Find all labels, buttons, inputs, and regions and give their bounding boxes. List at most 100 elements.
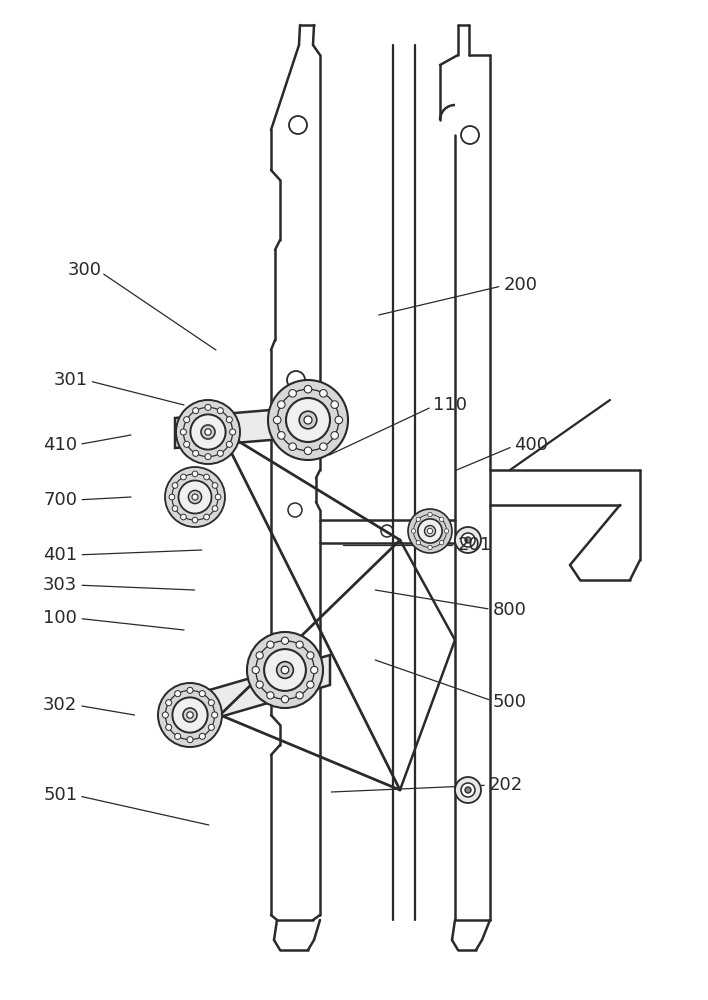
Text: 401: 401 bbox=[43, 546, 77, 564]
Circle shape bbox=[204, 474, 210, 480]
Circle shape bbox=[335, 416, 343, 424]
Circle shape bbox=[175, 691, 181, 697]
Circle shape bbox=[181, 429, 186, 435]
Text: 202: 202 bbox=[489, 776, 523, 794]
Text: 700: 700 bbox=[43, 491, 77, 509]
Circle shape bbox=[217, 408, 223, 414]
Circle shape bbox=[278, 432, 285, 439]
Circle shape bbox=[192, 471, 198, 477]
Circle shape bbox=[181, 474, 186, 480]
Circle shape bbox=[187, 712, 193, 718]
Circle shape bbox=[256, 681, 263, 688]
Circle shape bbox=[267, 692, 274, 699]
Circle shape bbox=[193, 450, 199, 456]
Polygon shape bbox=[175, 405, 330, 448]
Text: 201: 201 bbox=[457, 536, 491, 554]
Circle shape bbox=[264, 649, 306, 691]
Circle shape bbox=[201, 425, 215, 439]
Circle shape bbox=[428, 545, 432, 550]
Circle shape bbox=[267, 641, 274, 648]
Circle shape bbox=[165, 467, 225, 527]
Circle shape bbox=[268, 380, 348, 460]
Circle shape bbox=[319, 390, 327, 397]
Circle shape bbox=[183, 708, 197, 722]
Circle shape bbox=[411, 529, 416, 533]
Circle shape bbox=[208, 700, 215, 706]
Circle shape bbox=[299, 411, 316, 429]
Circle shape bbox=[187, 737, 193, 743]
Circle shape bbox=[277, 662, 293, 678]
Circle shape bbox=[416, 517, 421, 522]
Circle shape bbox=[331, 432, 338, 439]
Circle shape bbox=[212, 506, 218, 511]
Text: 302: 302 bbox=[43, 696, 77, 714]
Circle shape bbox=[425, 526, 435, 536]
Circle shape bbox=[212, 712, 217, 718]
Circle shape bbox=[455, 527, 481, 553]
Circle shape bbox=[176, 400, 240, 464]
Circle shape bbox=[465, 537, 471, 543]
Circle shape bbox=[217, 450, 223, 456]
Circle shape bbox=[455, 777, 481, 803]
Circle shape bbox=[204, 514, 210, 520]
Circle shape bbox=[319, 443, 327, 450]
Circle shape bbox=[252, 666, 259, 674]
Circle shape bbox=[205, 429, 211, 435]
Circle shape bbox=[307, 681, 314, 688]
Circle shape bbox=[172, 506, 178, 511]
Circle shape bbox=[440, 517, 444, 522]
Circle shape bbox=[162, 712, 169, 718]
Text: 303: 303 bbox=[43, 576, 77, 594]
Circle shape bbox=[169, 494, 175, 500]
Circle shape bbox=[205, 454, 211, 460]
Circle shape bbox=[183, 441, 190, 447]
Circle shape bbox=[187, 687, 193, 693]
Circle shape bbox=[304, 385, 312, 393]
Text: 110: 110 bbox=[433, 396, 467, 414]
Circle shape bbox=[461, 533, 475, 547]
Circle shape bbox=[172, 483, 178, 488]
Circle shape bbox=[158, 683, 222, 747]
Circle shape bbox=[227, 441, 232, 447]
Text: 500: 500 bbox=[493, 693, 527, 711]
Circle shape bbox=[227, 417, 232, 423]
Circle shape bbox=[428, 512, 432, 517]
Circle shape bbox=[445, 529, 449, 533]
Circle shape bbox=[199, 733, 205, 739]
Circle shape bbox=[178, 481, 212, 514]
Circle shape bbox=[192, 494, 198, 500]
Circle shape bbox=[208, 724, 215, 730]
Text: 301: 301 bbox=[54, 371, 88, 389]
Circle shape bbox=[307, 652, 314, 659]
Text: 100: 100 bbox=[43, 609, 77, 627]
Circle shape bbox=[247, 632, 323, 708]
Circle shape bbox=[440, 540, 444, 545]
Circle shape bbox=[175, 733, 181, 739]
Circle shape bbox=[289, 390, 297, 397]
Text: 501: 501 bbox=[43, 786, 77, 804]
Circle shape bbox=[286, 398, 330, 442]
Circle shape bbox=[181, 514, 186, 520]
Circle shape bbox=[256, 652, 263, 659]
Circle shape bbox=[205, 404, 211, 410]
Text: 400: 400 bbox=[514, 436, 548, 454]
Text: 410: 410 bbox=[43, 436, 77, 454]
Circle shape bbox=[465, 787, 471, 793]
Circle shape bbox=[190, 414, 226, 450]
Circle shape bbox=[166, 724, 172, 730]
Circle shape bbox=[331, 401, 338, 408]
Circle shape bbox=[281, 696, 289, 703]
Circle shape bbox=[311, 666, 318, 674]
Text: 200: 200 bbox=[503, 276, 537, 294]
Circle shape bbox=[166, 700, 172, 706]
Circle shape bbox=[215, 494, 221, 500]
Circle shape bbox=[193, 408, 199, 414]
Polygon shape bbox=[175, 655, 330, 730]
Circle shape bbox=[199, 691, 205, 697]
Circle shape bbox=[461, 783, 475, 797]
Circle shape bbox=[428, 528, 433, 534]
Circle shape bbox=[281, 666, 289, 674]
Circle shape bbox=[188, 490, 202, 504]
Circle shape bbox=[416, 540, 421, 545]
Circle shape bbox=[296, 641, 303, 648]
